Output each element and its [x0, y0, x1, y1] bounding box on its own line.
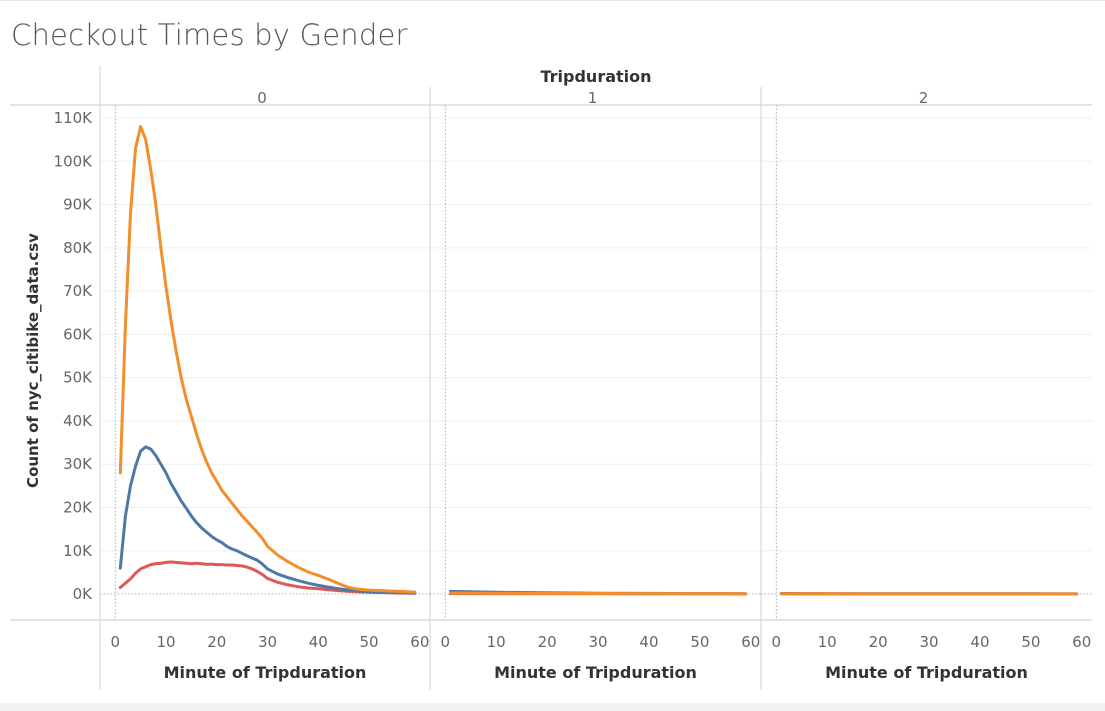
x-tick-label: 60 — [410, 633, 429, 651]
y-tick-label: 20K — [63, 498, 93, 516]
x-axis-label: Minute of Tripduration — [825, 663, 1028, 682]
column-header: Tripduration — [540, 67, 651, 86]
y-tick-label: 30K — [63, 455, 93, 473]
series-line — [448, 591, 748, 596]
x-tick-label: 30 — [919, 633, 938, 651]
x-tick-label: 40 — [970, 633, 989, 651]
x-tick-label: 40 — [639, 633, 658, 651]
x-tick-label: 50 — [690, 633, 709, 651]
x-tick-label: 0 — [110, 633, 120, 651]
x-tick-label: 10 — [818, 633, 837, 651]
y-tick-label: 70K — [63, 282, 93, 300]
y-tick-label: 50K — [63, 369, 93, 387]
y-tick-label: 100K — [54, 152, 94, 170]
x-tick-label: 0 — [441, 633, 451, 651]
series-line — [118, 445, 417, 595]
y-tick-label: 40K — [63, 412, 93, 430]
x-tick-label: 20 — [538, 633, 557, 651]
x-tick-label: 0 — [772, 633, 782, 651]
x-tick-label: 30 — [258, 633, 277, 651]
x-axis-label: Minute of Tripduration — [494, 663, 697, 682]
x-tick-label: 10 — [156, 633, 175, 651]
x-tick-label: 50 — [360, 633, 379, 651]
x-tick-label: 10 — [487, 633, 506, 651]
y-tick-label: 60K — [63, 325, 93, 343]
series-line — [118, 125, 417, 594]
panel-header: 1 — [588, 89, 598, 107]
y-axis-label: Count of nyc_citibike_data.csv — [24, 233, 42, 488]
bottom-scrollbar-area — [0, 703, 1105, 711]
x-axis-label: Minute of Tripduration — [164, 663, 367, 682]
x-tick-label: 20 — [869, 633, 888, 651]
panel-header: 0 — [257, 89, 267, 107]
chart-title: Checkout Times by Gender — [11, 18, 408, 52]
x-tick-label: 30 — [588, 633, 607, 651]
top-border — [0, 0, 1105, 1]
x-tick-label: 40 — [309, 633, 328, 651]
x-tick-label: 20 — [207, 633, 226, 651]
y-tick-label: 10K — [63, 542, 93, 560]
x-tick-label: 50 — [1021, 633, 1040, 651]
x-tick-label: 60 — [741, 633, 760, 651]
y-tick-label: 80K — [63, 239, 93, 257]
series-line — [118, 560, 417, 595]
panel-header: 2 — [919, 89, 929, 107]
y-tick-label: 90K — [63, 196, 93, 214]
x-tick-label: 60 — [1072, 633, 1091, 651]
y-tick-label: 110K — [54, 109, 94, 127]
y-tick-label: 0K — [73, 585, 94, 603]
